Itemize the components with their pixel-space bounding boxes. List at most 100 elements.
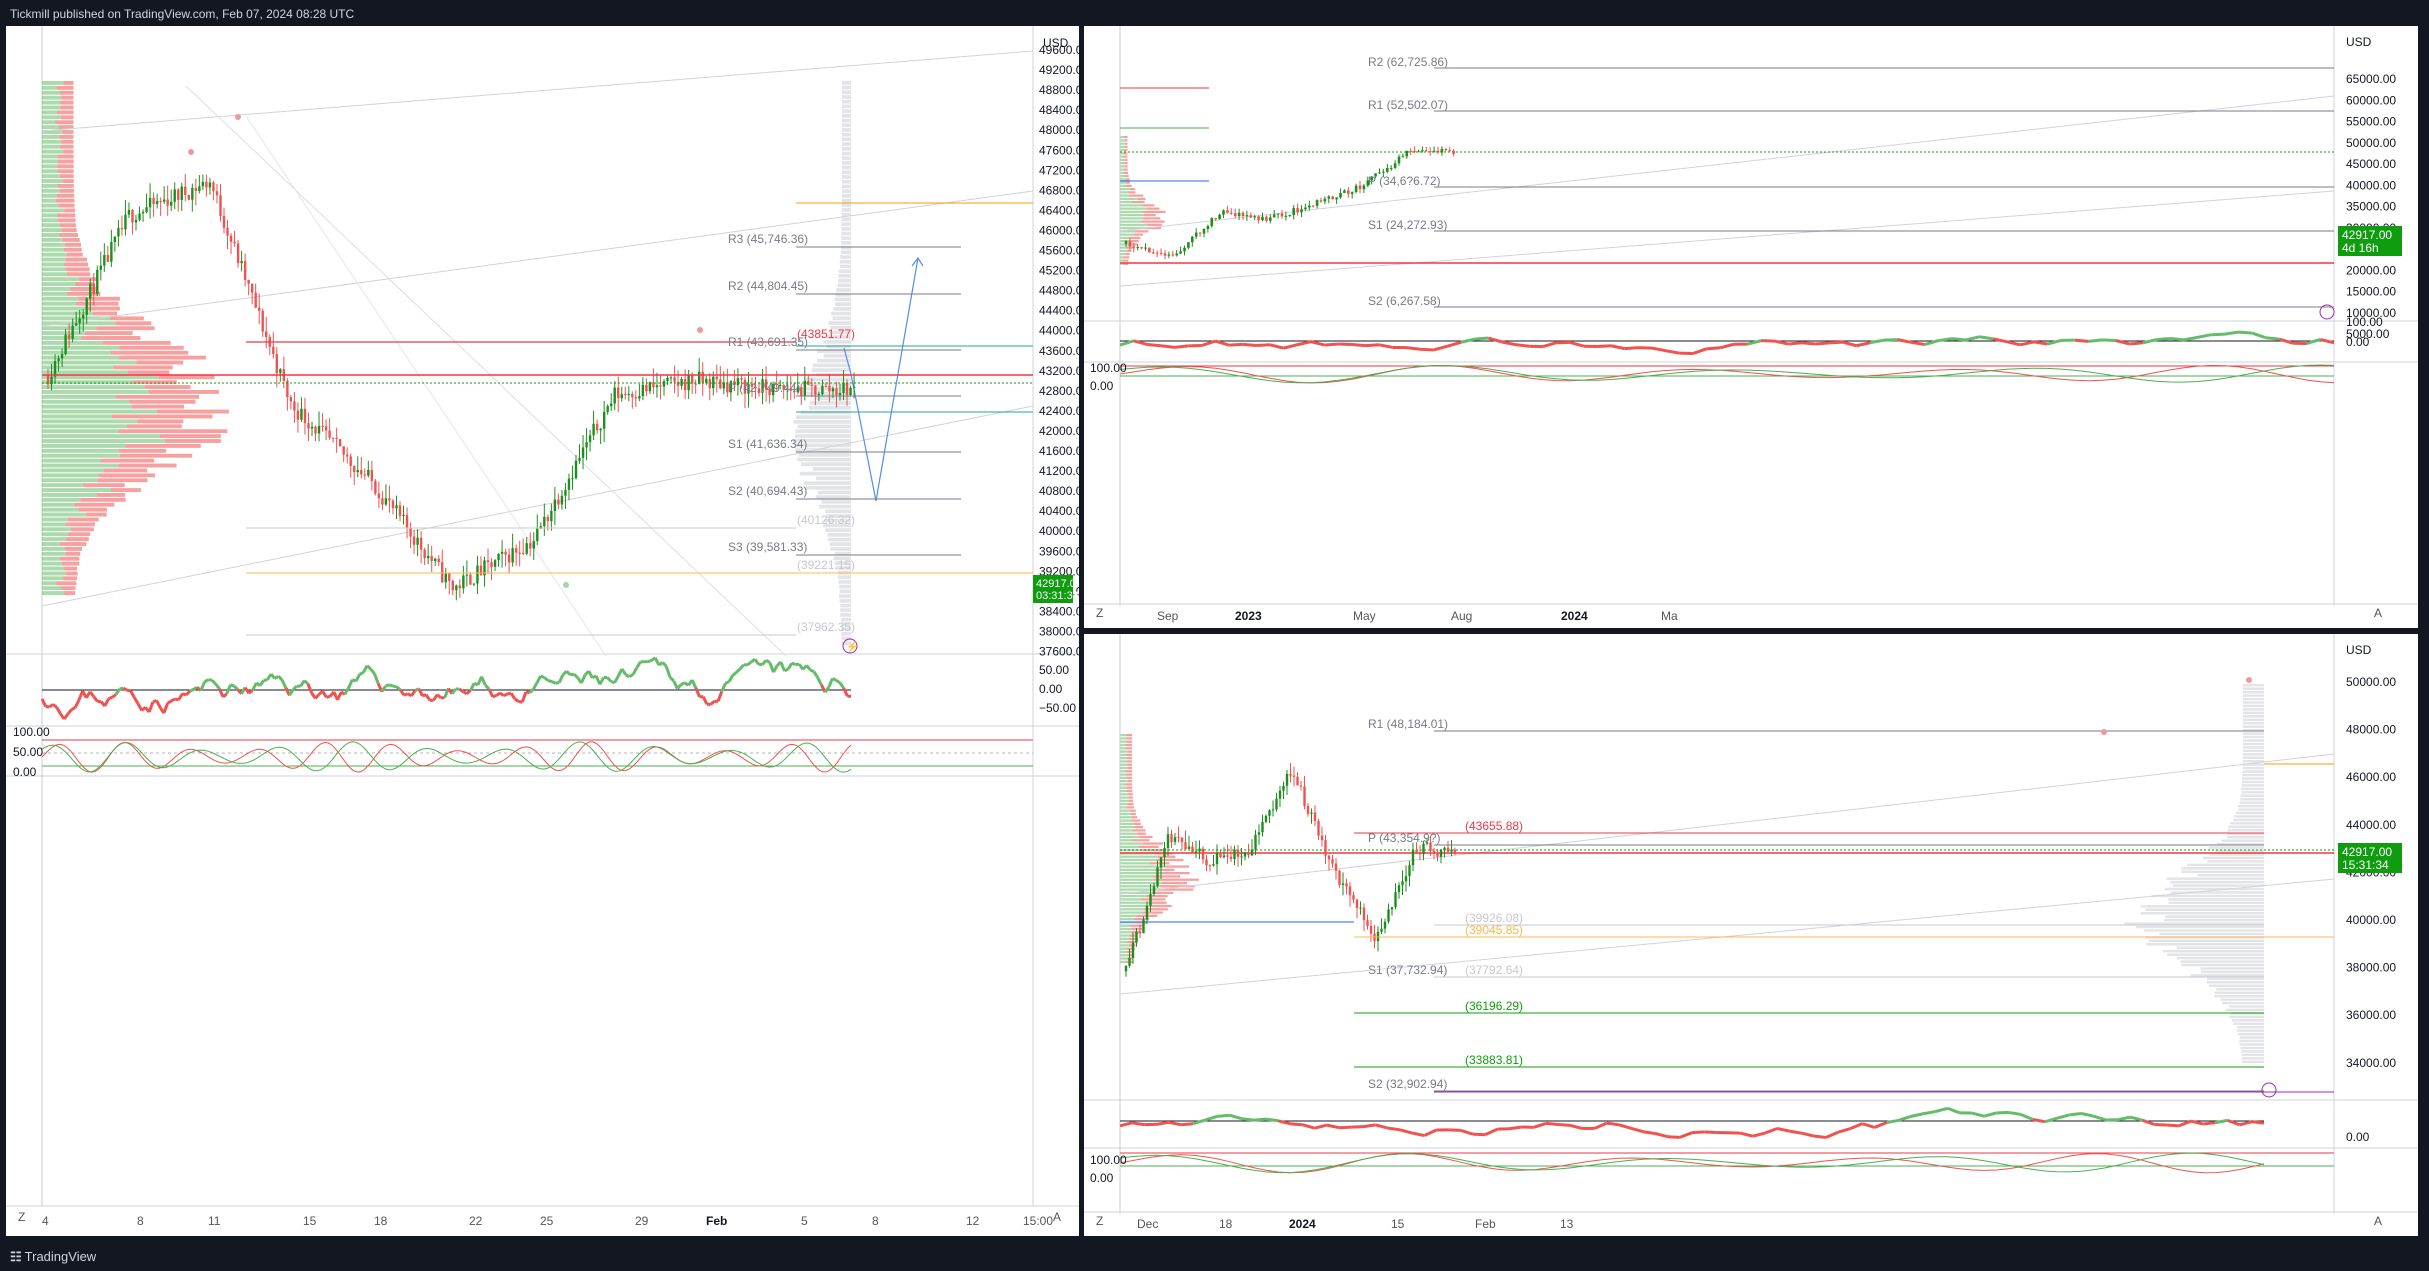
profile-bar: [1124, 158, 1128, 161]
profile-bar: [42, 179, 64, 183]
profile-bar: [61, 586, 76, 591]
osc-line: [2279, 337, 2294, 345]
tradingview-logo[interactable]: ☷ TradingView: [10, 1249, 96, 1265]
candle-body: [1383, 921, 1387, 929]
price-tag-countdown: 15:31:34: [2342, 858, 2389, 872]
osc-line: [716, 690, 724, 702]
profile-bar: [42, 198, 56, 203]
candle-body: [497, 553, 500, 561]
profile-bar: [65, 522, 95, 527]
candle-body: [1191, 846, 1194, 853]
level-label: (40126.32): [797, 513, 855, 527]
candle-body: [1261, 216, 1264, 221]
osc-line: [831, 677, 837, 682]
osc-line: [746, 660, 753, 667]
top-right-chart-panel[interactable]: R2 (62,725.86) R1 (52,502.07) P (34,6?6.72…: [1084, 26, 2418, 628]
candle-body: [483, 560, 486, 576]
candle-body: [67, 334, 71, 339]
osc-line: [1204, 1114, 1218, 1122]
osc-line: [2166, 1123, 2179, 1128]
osc-line: [247, 689, 254, 695]
profile-bar: [835, 292, 851, 297]
osc-line: [369, 668, 376, 675]
profile-bar: [97, 478, 148, 483]
profile-bar: [1126, 740, 1133, 743]
left-chart-panel[interactable]: R3 (45,746.36) R2 (44,804.45) (43851.77) R1…: [6, 26, 1079, 1236]
candle-body: [1191, 236, 1194, 243]
candle-body: [1233, 849, 1236, 860]
profile-bar: [70, 527, 94, 532]
osc-line: [786, 662, 794, 670]
osc-line: [739, 663, 745, 670]
profile-bar: [1123, 259, 1129, 262]
price-axis-tick: 46000.00: [2346, 770, 2396, 784]
axis-z-button[interactable]: Z: [1096, 606, 1103, 620]
candle-body: [441, 562, 444, 583]
profile-bar: [841, 165, 851, 170]
axis-z-button[interactable]: Z: [1096, 1214, 1103, 1228]
candle-body: [1269, 217, 1272, 221]
candle-body: [1187, 846, 1191, 849]
candle-body: [740, 378, 743, 380]
profile-bar: [65, 551, 81, 556]
osc-line: [1131, 1121, 1145, 1127]
profile-bar: [2229, 1005, 2264, 1008]
candle-body: [786, 388, 789, 390]
osc-line: [152, 699, 158, 704]
axis-auto-button[interactable]: A: [2374, 1214, 2382, 1228]
bottom-right-chart-svg[interactable]: R1 (48,184.01)(43655.88)P (43,354.9?)(39…: [1084, 634, 2418, 1236]
profile-bar: [42, 458, 101, 463]
osc-line: [1558, 1122, 1571, 1127]
osc-line: [809, 668, 815, 674]
profile-bar: [57, 154, 74, 159]
osc-line: [535, 675, 543, 684]
candle-body: [384, 498, 388, 505]
axis-z-button[interactable]: Z: [18, 1210, 25, 1224]
left-chart-svg[interactable]: R3 (45,746.36)R2 (44,804.45)(43851.77)R1…: [6, 26, 1079, 1236]
profile-bar: [1125, 743, 1133, 747]
axis-auto-button[interactable]: A: [2374, 606, 2382, 620]
osc-line: [1740, 1131, 1754, 1138]
bottom-right-chart-panel[interactable]: R1 (48,184.01) (43655.88) P (43,354.9?) (39…: [1084, 634, 2418, 1236]
candle-body: [1308, 205, 1311, 208]
osc-line: [507, 691, 512, 696]
candle-body: [1167, 254, 1171, 256]
osc-line: [2202, 1121, 2216, 1126]
profile-bar: [809, 401, 851, 405]
candle-body: [1243, 852, 1247, 857]
candle-body: [747, 384, 750, 394]
profile-bar: [42, 242, 66, 247]
profile-bar: [56, 213, 76, 218]
candle-body: [652, 382, 655, 388]
axis-auto-button[interactable]: A: [1053, 1210, 1061, 1224]
osc-line: [1147, 343, 1162, 348]
profile-bar: [841, 90, 851, 95]
profile-bar: [1147, 901, 1167, 904]
profile-bar: [1120, 904, 1150, 908]
osc-line: [1861, 1122, 1876, 1129]
profile-bar: [1128, 240, 1139, 243]
osc-line: [1691, 1130, 1705, 1135]
level-label: R2 (62,725.86): [1368, 55, 1448, 69]
osc-line: [1594, 1121, 1608, 1130]
profile-bar: [803, 481, 851, 485]
candle-body: [353, 466, 356, 472]
osc-line: [1174, 344, 1189, 349]
osc-line: [635, 661, 642, 669]
profile-bar: [837, 283, 851, 288]
osc-line: [1935, 1106, 1948, 1113]
profile-bar: [2227, 836, 2264, 839]
candle-body: [673, 377, 676, 382]
profile-bar: [1120, 243, 1131, 246]
time-axis-tick: May: [1353, 609, 1376, 623]
osc-line: [2019, 340, 2035, 347]
osc-line: [458, 687, 464, 693]
candle-body: [1282, 785, 1285, 791]
profile-bar: [59, 134, 74, 139]
candle-body: [849, 387, 852, 395]
price-axis-tick: 42000.00: [1039, 424, 1079, 438]
candle-body: [437, 558, 440, 563]
top-right-chart-svg[interactable]: R2 (62,725.86)R1 (52,502.07)P (34,6?6.72…: [1084, 26, 2418, 628]
price-axis-tick: 45600.00: [1039, 244, 1079, 258]
profile-bar: [63, 179, 74, 183]
